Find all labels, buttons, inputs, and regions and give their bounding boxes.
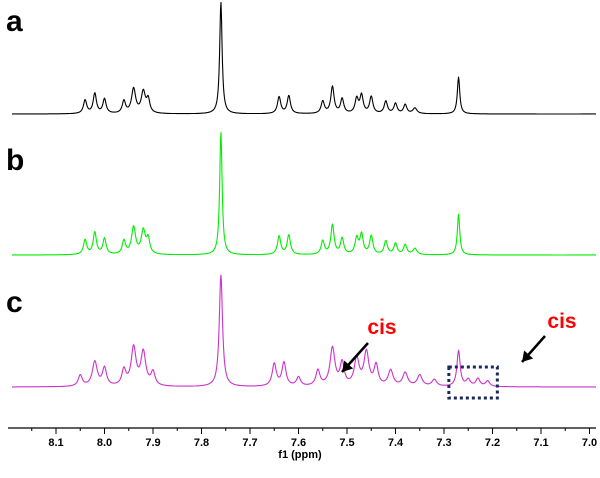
x-tick-label: 7.5 [339, 437, 354, 449]
annotation-arrow-head [522, 350, 534, 362]
x-tick-label: 7.7 [242, 437, 257, 449]
panel-letter-b: b [6, 144, 24, 177]
panel-letter-a: a [6, 5, 23, 38]
cis-region-box [447, 365, 499, 400]
x-tick-label: 7.4 [388, 437, 404, 449]
cis-label: cis [367, 316, 396, 339]
x-axis-title: f1 (ppm) [278, 449, 322, 461]
cis-label: cis [547, 310, 576, 333]
spectra-layer [11, 1, 597, 388]
x-tick-label: 7.9 [145, 437, 160, 449]
spectrum-c-line [11, 274, 597, 388]
spectrum-b-line [11, 131, 597, 256]
x-tick-label: 7.0 [582, 437, 597, 449]
panel-letter-c: c [6, 286, 23, 319]
annotation-layer: cis cis [341, 310, 577, 400]
x-tick-label: 7.2 [485, 437, 500, 449]
x-tick-label: 7.3 [436, 437, 451, 449]
spectrum-a-line [11, 1, 597, 115]
x-tick-label: 8.1 [48, 437, 63, 449]
annotation-arrow-head [342, 360, 354, 372]
x-tick-label: 7.8 [194, 437, 209, 449]
x-tick-label: 8.0 [97, 437, 112, 449]
x-axis: 8.18.07.97.87.77.67.57.47.37.27.17.06.96… [8, 427, 597, 449]
x-tick-label: 7.1 [533, 437, 548, 449]
x-tick-label: 7.6 [291, 437, 306, 449]
